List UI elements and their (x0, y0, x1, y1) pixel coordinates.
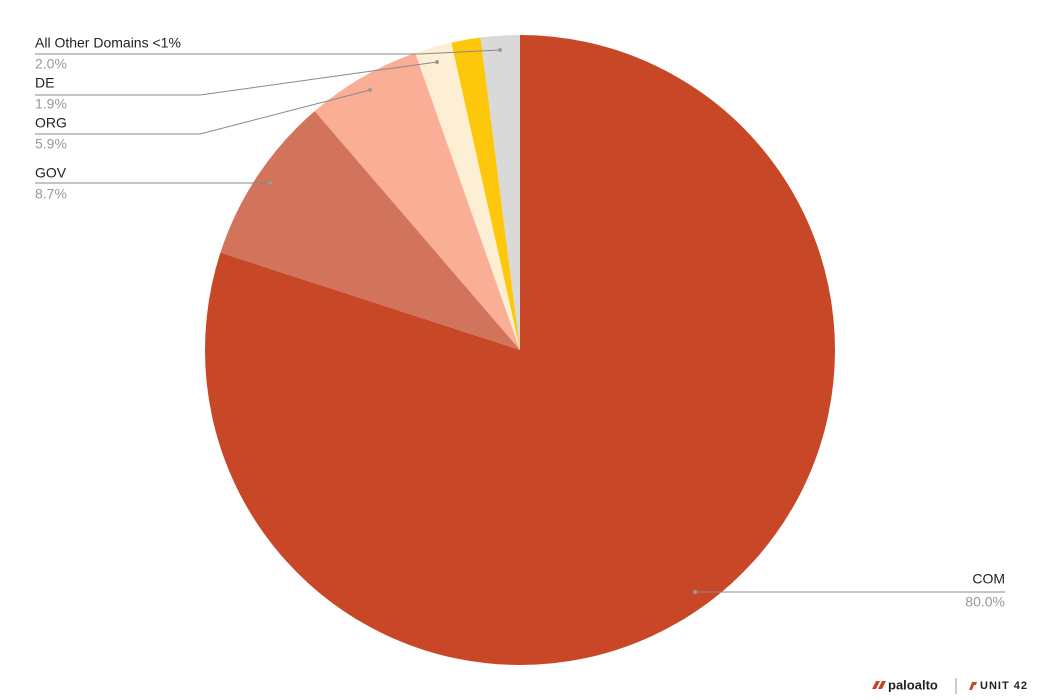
leader-dot (268, 181, 272, 185)
pie-slice (415, 42, 520, 351)
pie-slice (451, 37, 520, 351)
slice-value: 2.0% (35, 56, 67, 72)
leader-dot (368, 88, 372, 92)
slice-value: 80.0% (965, 594, 1005, 610)
leader-dot (498, 48, 502, 52)
slice-label: All Other Domains <1% (35, 35, 181, 51)
pie-slice (204, 35, 835, 665)
brand-name: paloalto (888, 677, 938, 692)
pie-slice (220, 111, 521, 350)
leader-line (35, 49, 501, 55)
slice-value: 1.9% (35, 96, 67, 112)
logo: paloalto UNIT 42 (872, 677, 1028, 694)
pie-slice (480, 35, 520, 350)
leader-dot (435, 60, 439, 64)
slice-value: 5.9% (35, 136, 67, 152)
brand-unit: UNIT 42 (980, 680, 1028, 692)
slice-label: DE (35, 75, 54, 91)
slice-label: ORG (35, 115, 67, 131)
leader-line (35, 61, 438, 96)
logo-icon (872, 681, 886, 689)
slice-label: GOV (35, 165, 67, 181)
slice-value: 8.7% (35, 186, 67, 202)
pie-slice (314, 52, 520, 351)
leader-line (35, 89, 371, 135)
leader-dot (693, 590, 697, 594)
unit-icon (969, 682, 977, 690)
slice-label: COM (972, 571, 1005, 587)
